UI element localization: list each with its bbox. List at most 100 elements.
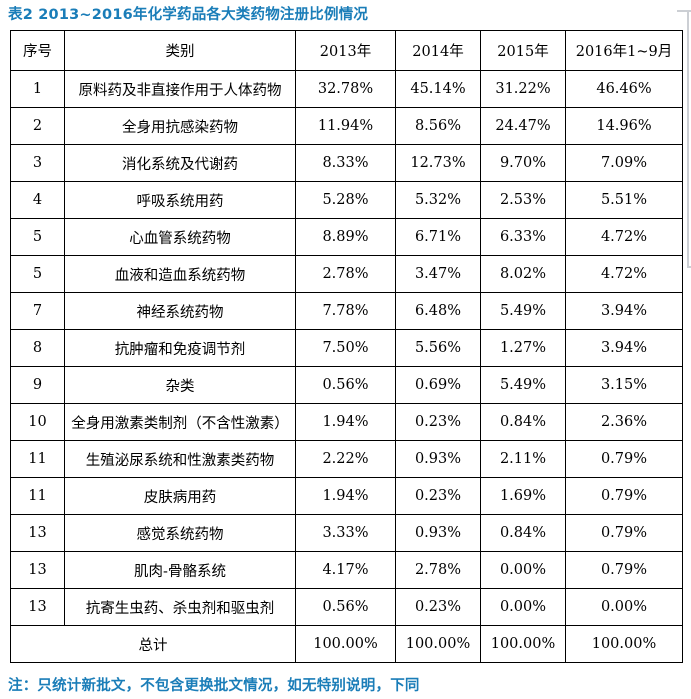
percentage-cell: 0.79%	[565, 514, 683, 552]
percentage-cell: 0.00%	[565, 588, 683, 626]
percentage-cell: 5.49%	[480, 292, 566, 330]
percentage-cell: 7.50%	[295, 329, 396, 367]
percentage-cell: 3.33%	[295, 514, 396, 552]
rank-cell: 4	[10, 181, 65, 219]
category-cell: 杂类	[64, 366, 296, 404]
category-cell: 原料药及非直接作用于人体药物	[64, 70, 296, 108]
table-row: 7 神经系统药物 7.78% 6.48% 5.49% 3.94%	[10, 292, 683, 330]
frame-edge-bottom	[687, 266, 691, 268]
column-header: 2014年	[395, 30, 481, 71]
rank-cell: 3	[10, 144, 65, 182]
percentage-cell: 0.56%	[295, 588, 396, 626]
rank-cell: 8	[10, 329, 65, 367]
rank-cell: 13	[10, 551, 65, 589]
table-row: 8 抗肿瘤和免疫调节剂 7.50% 5.56% 1.27% 3.94%	[10, 329, 683, 367]
percentage-cell: 31.22%	[480, 70, 566, 108]
table-row: 13 肌肉-骨骼系统 4.17% 2.78% 0.00% 0.79%	[10, 551, 683, 589]
total-label-cell: 总计	[10, 625, 296, 663]
column-header: 2013年	[295, 30, 396, 71]
rank-cell: 13	[10, 588, 65, 626]
table-caption: 表2 2013~2016年化学药品各大类药物注册比例情况	[8, 7, 369, 23]
total-percentage-cell: 100.00%	[480, 625, 566, 663]
category-cell: 呼吸系统用药	[64, 181, 296, 219]
table-row: 3 消化系统及代谢药 8.33% 12.73% 9.70% 7.09%	[10, 144, 683, 182]
table-row: 1 原料药及非直接作用于人体药物 32.78% 45.14% 31.22% 46.46%	[10, 70, 683, 108]
percentage-cell: 5.56%	[395, 329, 481, 367]
percentage-cell: 2.78%	[395, 551, 481, 589]
percentage-cell: 0.69%	[395, 366, 481, 404]
category-cell: 抗肿瘤和免疫调节剂	[64, 329, 296, 367]
rank-cell: 5	[10, 218, 65, 256]
percentage-cell: 46.46%	[565, 70, 683, 108]
category-cell: 生殖泌尿系统和性激素类药物	[64, 440, 296, 478]
footnote: 注：只统计新批文，不包含更换批文情况，如无特别说明，下同	[8, 678, 420, 694]
rank-cell: 9	[10, 366, 65, 404]
percentage-cell: 12.73%	[395, 144, 481, 182]
percentage-cell: 0.23%	[395, 403, 481, 441]
percentage-cell: 0.79%	[565, 551, 683, 589]
percentage-cell: 1.94%	[295, 477, 396, 515]
category-cell: 皮肤病用药	[64, 477, 296, 515]
percentage-cell: 24.47%	[480, 107, 566, 145]
percentage-cell: 0.23%	[395, 588, 481, 626]
table-row: 10 全身用激素类制剂（不含性激素） 1.94% 0.23% 0.84% 2.36%	[10, 403, 683, 441]
rank-cell: 7	[10, 292, 65, 330]
rank-cell: 1	[10, 70, 65, 108]
column-header: 2015年	[480, 30, 566, 71]
total-percentage-cell: 100.00%	[295, 625, 396, 663]
category-cell: 消化系统及代谢药	[64, 144, 296, 182]
rank-cell: 10	[10, 403, 65, 441]
percentage-cell: 8.02%	[480, 255, 566, 293]
percentage-cell: 8.89%	[295, 218, 396, 256]
percentage-cell: 5.28%	[295, 181, 396, 219]
percentage-cell: 0.79%	[565, 440, 683, 478]
percentage-cell: 8.33%	[295, 144, 396, 182]
table-row: 4 呼吸系统用药 5.28% 5.32% 2.53% 5.51%	[10, 181, 683, 219]
percentage-cell: 2.36%	[565, 403, 683, 441]
percentage-cell: 5.51%	[565, 181, 683, 219]
percentage-cell: 8.56%	[395, 107, 481, 145]
percentage-cell: 2.78%	[295, 255, 396, 293]
table-row: 11 生殖泌尿系统和性激素类药物 2.22% 0.93% 2.11% 0.79%	[10, 440, 683, 478]
table-row: 5 血液和造血系统药物 2.78% 3.47% 8.02% 4.72%	[10, 255, 683, 293]
percentage-cell: 0.79%	[565, 477, 683, 515]
rank-cell: 2	[10, 107, 65, 145]
percentage-cell: 4.72%	[565, 218, 683, 256]
percentage-cell: 1.94%	[295, 403, 396, 441]
category-cell: 肌肉-骨骼系统	[64, 551, 296, 589]
percentage-cell: 0.56%	[295, 366, 396, 404]
table-row: 2 全身用抗感染药物 11.94% 8.56% 24.47% 14.96%	[10, 107, 683, 145]
total-percentage-cell: 100.00%	[395, 625, 481, 663]
table-row: 5 心血管系统药物 8.89% 6.71% 6.33% 4.72%	[10, 218, 683, 256]
percentage-cell: 6.48%	[395, 292, 481, 330]
percentage-cell: 5.32%	[395, 181, 481, 219]
frame-edge-top	[677, 10, 691, 12]
percentage-cell: 6.71%	[395, 218, 481, 256]
total-row: 总计 100.00% 100.00% 100.00% 100.00%	[10, 625, 683, 663]
rank-cell: 11	[10, 477, 65, 515]
drug-registration-table: 序号 类别 2013年 2014年 2015年 2016年1~9月 1 原料药及非直接作用于…	[10, 30, 683, 663]
column-header: 2016年1~9月	[565, 30, 683, 71]
category-cell: 抗寄生虫药、杀虫剂和驱虫剂	[64, 588, 296, 626]
category-cell: 全身用抗感染药物	[64, 107, 296, 145]
table-row: 13 抗寄生虫药、杀虫剂和驱虫剂 0.56% 0.23% 0.00% 0.00%	[10, 588, 683, 626]
category-cell: 血液和造血系统药物	[64, 255, 296, 293]
column-header: 序号	[10, 30, 65, 71]
percentage-cell: 4.72%	[565, 255, 683, 293]
percentage-cell: 3.94%	[565, 329, 683, 367]
percentage-cell: 5.49%	[480, 366, 566, 404]
percentage-cell: 3.94%	[565, 292, 683, 330]
percentage-cell: 2.53%	[480, 181, 566, 219]
header-row: 序号 类别 2013年 2014年 2015年 2016年1~9月	[10, 30, 683, 71]
percentage-cell: 2.22%	[295, 440, 396, 478]
percentage-cell: 9.70%	[480, 144, 566, 182]
percentage-cell: 45.14%	[395, 70, 481, 108]
total-percentage-cell: 100.00%	[565, 625, 683, 663]
percentage-cell: 0.00%	[480, 551, 566, 589]
percentage-cell: 6.33%	[480, 218, 566, 256]
category-cell: 神经系统药物	[64, 292, 296, 330]
table-row: 13 感觉系统药物 3.33% 0.93% 0.84% 0.79%	[10, 514, 683, 552]
percentage-cell: 0.23%	[395, 477, 481, 515]
percentage-cell: 32.78%	[295, 70, 396, 108]
category-cell: 感觉系统药物	[64, 514, 296, 552]
